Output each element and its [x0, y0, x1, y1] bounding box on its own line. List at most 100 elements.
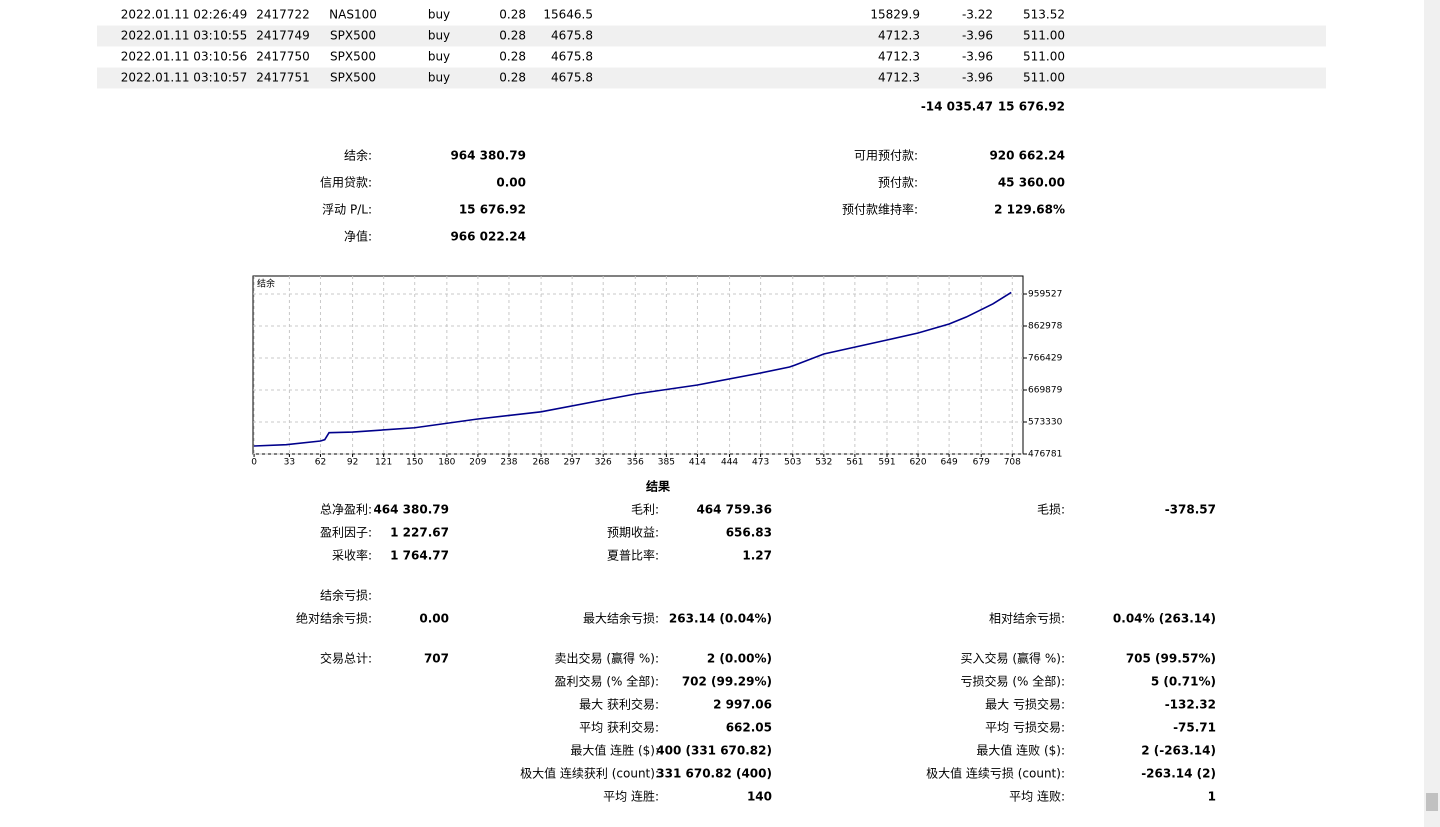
account-label: 净值: [344, 229, 372, 244]
result-label: 绝对结余亏损: [296, 611, 372, 626]
cell: 4712.3 [878, 29, 920, 43]
x-tick-label: 444 [721, 458, 738, 468]
cell: 4712.3 [878, 71, 920, 85]
x-tick-label: 356 [627, 458, 644, 468]
cell: 4675.8 [551, 50, 593, 64]
result-value: 464 380.79 [373, 503, 449, 517]
cell: 0.28 [499, 8, 526, 22]
result-value: 2 (0.00%) [707, 652, 772, 666]
x-tick-label: 591 [878, 458, 895, 468]
cell: 4675.8 [551, 71, 593, 85]
cell: 2417749 [256, 29, 309, 43]
result-label: 毛损: [1037, 503, 1065, 517]
result-label: 极大值 连续获利 (count): [520, 766, 659, 781]
cell: buy [428, 50, 450, 64]
result-label: 卖出交易 (赢得 %): [555, 651, 659, 666]
y-tick-label: 476781 [1028, 450, 1062, 460]
cell: SPX500 [330, 50, 376, 64]
result-value: 707 [424, 652, 449, 666]
cell: 2417750 [256, 50, 309, 64]
result-label: 极大值 连续亏损 (count): [926, 766, 1065, 781]
cell: 511.00 [1023, 29, 1065, 43]
result-value: 656.83 [726, 526, 772, 540]
x-tick-label: 268 [532, 458, 549, 468]
x-tick-label: 503 [784, 458, 801, 468]
x-tick-label: 121 [375, 458, 392, 468]
result-label: 买入交易 (赢得 %): [961, 651, 1065, 666]
account-value: 920 662.24 [989, 149, 1065, 163]
cell: 2022.01.11 03:10:56 [121, 50, 247, 64]
cell: 0.28 [499, 71, 526, 85]
row-bg [97, 25, 1326, 47]
result-value: 5 (0.71%) [1151, 675, 1216, 689]
balance-line [254, 291, 1012, 447]
result-value: 400 (331 670.82) [656, 744, 772, 758]
result-label: 亏损交易 (% 全部): [961, 674, 1065, 689]
cell: -3.96 [962, 71, 993, 85]
cell: 511.00 [1023, 50, 1065, 64]
cell: 511.00 [1023, 71, 1065, 85]
result-label: 最大 亏损交易: [985, 697, 1065, 712]
cell: -3.22 [962, 8, 993, 22]
result-value: 705 (99.57%) [1126, 652, 1216, 666]
x-tick-label: 92 [347, 458, 358, 468]
cell: 513.52 [1023, 8, 1065, 22]
cell: 2022.01.11 03:10:55 [121, 29, 247, 43]
chart-title: 结余 [257, 278, 275, 290]
cell: buy [428, 29, 450, 43]
scrollbar[interactable] [1424, 0, 1440, 827]
x-tick-label: 297 [564, 458, 581, 468]
x-tick-label: 238 [500, 458, 517, 468]
y-tick-label: 766429 [1028, 353, 1063, 363]
result-label: 毛利: [631, 503, 659, 517]
result-value: 1.27 [742, 549, 772, 563]
account-value: 966 022.24 [450, 230, 526, 244]
account-value: 0.00 [496, 176, 526, 190]
cell: buy [428, 71, 450, 85]
account-value: 15 676.92 [459, 203, 526, 217]
result-label: 结余亏损: [320, 588, 372, 603]
x-tick-label: 326 [595, 458, 612, 468]
result-value: -75.71 [1173, 721, 1216, 735]
cell: 2022.01.11 03:10:57 [121, 71, 247, 85]
result-value: -378.57 [1165, 503, 1216, 517]
result-value: 1 227.67 [390, 526, 449, 540]
cell: -3.96 [962, 50, 993, 64]
cell: 15829.9 [870, 8, 920, 22]
x-tick-label: 33 [284, 458, 295, 468]
y-tick-label: 573330 [1028, 418, 1063, 428]
total: 15 676.92 [998, 100, 1065, 114]
result-label: 夏普比率: [607, 548, 659, 563]
account-label: 结余: [344, 148, 372, 163]
result-value: 702 (99.29%) [682, 675, 772, 689]
result-value: -132.32 [1165, 698, 1216, 712]
x-tick-label: 649 [941, 458, 958, 468]
cell: -3.96 [962, 29, 993, 43]
account-label: 信用贷款: [320, 176, 372, 190]
cell: 4712.3 [878, 50, 920, 64]
results-title: 结果 [646, 479, 670, 494]
result-label: 盈利因子: [320, 526, 372, 540]
result-label: 相对结余亏损: [989, 611, 1065, 626]
account-label: 浮动 P/L: [322, 203, 372, 217]
result-value: 263.14 (0.04%) [669, 612, 772, 626]
x-tick-label: 620 [909, 458, 926, 468]
scroll-thumb[interactable] [1426, 793, 1438, 811]
x-tick-label: 679 [973, 458, 990, 468]
account-label: 预付款维持率: [842, 202, 918, 217]
x-tick-label: 532 [815, 458, 832, 468]
result-value: 1 764.77 [390, 549, 449, 563]
result-label: 最大值 连败 ($): [976, 743, 1065, 758]
cell: SPX500 [330, 29, 376, 43]
result-label: 最大值 连胜 ($): [570, 743, 659, 758]
y-tick-label: 862978 [1028, 321, 1063, 331]
result-label: 平均 连败: [1009, 789, 1065, 804]
result-value: 662.05 [726, 721, 772, 735]
result-label: 平均 获利交易: [579, 720, 659, 735]
row-bg [97, 67, 1326, 89]
account-label: 可用预付款: [854, 149, 918, 163]
result-label: 盈利交易 (% 全部): [555, 674, 659, 689]
result-value: -263.14 (2) [1141, 767, 1216, 781]
x-tick-label: 708 [1004, 458, 1021, 468]
cell: 0.28 [499, 29, 526, 43]
